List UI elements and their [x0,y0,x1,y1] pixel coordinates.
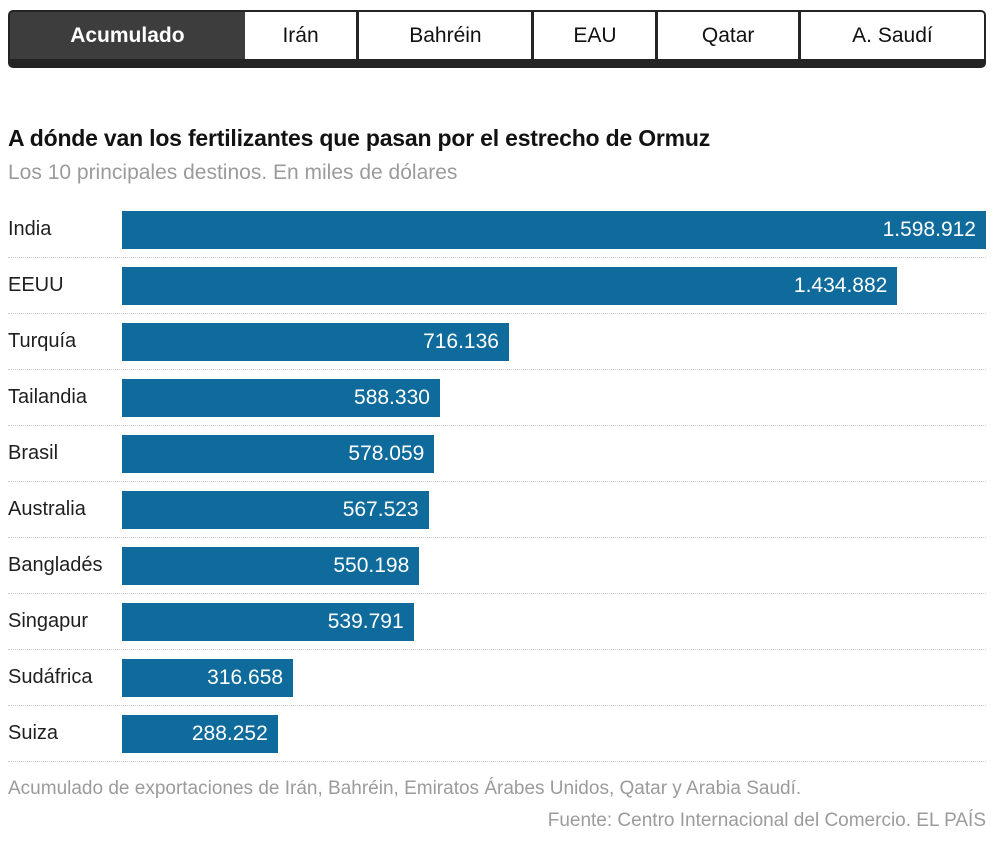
category-label: Sudáfrica [8,666,93,688]
tab-label: Bahréin [409,23,482,47]
bar: 550.198 [122,546,420,585]
bar-row: Tailandia 588.330 [8,370,986,426]
bar-row: EEUU 1.434.882 [8,258,986,314]
bar: 316.658 [122,658,294,697]
bar: 288.252 [122,714,278,753]
bar: 567.523 [122,490,429,529]
category-label: Australia [8,498,86,520]
footer-note: Acumulado de exportaciones de Irán, Bahr… [8,778,802,799]
tab-bahr-in[interactable]: Bahréin [356,12,532,59]
value-label: 539.791 [327,609,404,633]
bar-track: 550.198 [122,546,986,585]
bar-track: 588.330 [122,378,986,417]
value-label: 716.136 [423,329,499,353]
value-label: 588.330 [354,385,430,409]
value-label: 288.252 [191,721,268,745]
bar-row: Suiza 288.252 [8,706,986,762]
tab-label: Qatar [701,23,755,47]
tab-bar: Acumulado Irán Bahréin EAU Qatar A. Saud… [8,10,986,68]
bar-track: 1.598.912 [122,210,986,249]
bar: 1.598.912 [122,210,986,249]
category-label: Brasil [8,442,59,464]
category-label: Suiza [8,722,59,744]
category-label: EEUU [8,274,64,296]
bar-row: Singapur 539.791 [8,594,986,650]
bar-row: Brasil 578.059 [8,426,986,482]
chart-subtitle: Los 10 principales destinos. En miles de… [8,161,458,184]
tab-eau[interactable]: EAU [531,12,656,59]
bar-row: Australia 567.523 [8,482,986,538]
chart-footer: Acumulado de exportaciones de Irán, Bahr… [8,778,986,832]
bar: 539.791 [122,602,414,641]
bar-track: 578.059 [122,434,986,473]
category-label: Tailandia [8,386,87,408]
tab-acumulado[interactable]: Acumulado [10,12,245,59]
bar-chart: India 1.598.912 EEUU 1.434.882 Turquía 7… [8,202,986,762]
tab-ir-n[interactable]: Irán [244,12,357,59]
bar-track: 567.523 [122,490,986,529]
bar: 1.434.882 [122,266,898,305]
bar-track: 1.434.882 [122,266,986,305]
category-label: Turquía [8,330,77,352]
bar-track: 716.136 [122,322,986,361]
bar-track: 316.658 [122,658,986,697]
value-label: 1.598.912 [882,217,976,241]
bar-row: Sudáfrica 316.658 [8,650,986,706]
value-label: 567.523 [342,497,419,521]
value-label: 578.059 [348,441,425,465]
chart-title: A dónde van los fertilizantes que pasan … [8,125,711,151]
tab-label: EAU [573,23,617,47]
tab-label: Acumulado [70,23,185,47]
category-label: Singapur [8,610,89,632]
tab-label: A. Saudí [852,23,933,47]
bar-row: Bangladés 550.198 [8,538,986,594]
bar: 578.059 [122,434,435,473]
value-label: 316.658 [207,665,284,689]
bar-row: India 1.598.912 [8,202,986,258]
category-label: India [8,218,52,240]
tab-label: Irán [282,23,319,47]
source-credit: Fuente: Centro Internacional del Comerci… [547,810,986,831]
category-label: Bangladés [8,554,103,576]
bar-track: 288.252 [122,714,986,753]
tab-a-saud-[interactable]: A. Saudí [797,12,984,59]
value-label: 1.434.882 [793,273,888,297]
tab-qatar[interactable]: Qatar [655,12,798,59]
bar-track: 539.791 [122,602,986,641]
bar: 716.136 [122,322,509,361]
bar-row: Turquía 716.136 [8,314,986,370]
value-label: 550.198 [333,553,410,577]
bar: 588.330 [122,378,440,417]
